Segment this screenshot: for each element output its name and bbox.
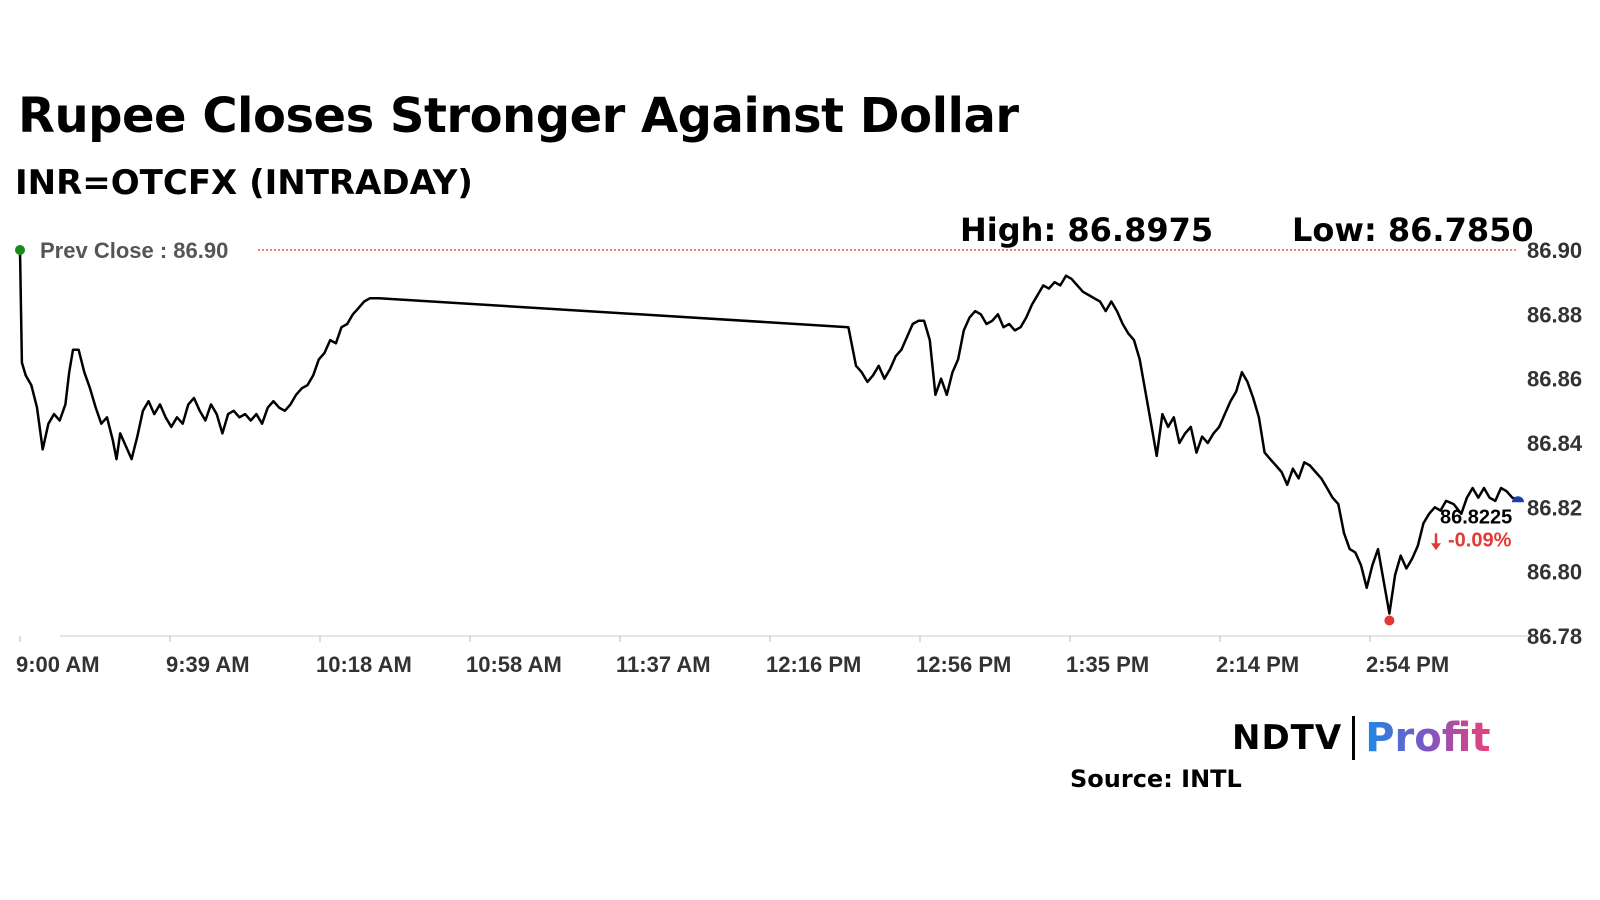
page-title: Rupee Closes Stronger Against Dollar <box>18 88 1019 144</box>
logo-profit: Profit <box>1365 715 1491 761</box>
x-tick-label: 2:54 PM <box>1366 652 1449 677</box>
logo-divider <box>1352 716 1356 760</box>
down-arrow-icon <box>1431 533 1441 551</box>
logo-ndtv: NDTV <box>1232 718 1343 758</box>
x-tick-label: 1:35 PM <box>1066 652 1149 677</box>
y-tick-label: 86.78 <box>1527 624 1582 649</box>
last-value-label: 86.8225 <box>1440 506 1512 528</box>
y-tick-label: 86.88 <box>1527 302 1582 327</box>
x-tick-label: 9:00 AM <box>16 652 100 677</box>
low-marker <box>1384 615 1395 626</box>
x-tick-label: 10:58 AM <box>466 652 562 677</box>
ndtv-profit-logo: NDTV Profit <box>1232 712 1490 764</box>
x-tick-label: 12:56 PM <box>916 652 1011 677</box>
price-series-line <box>18 249 1519 615</box>
x-tick-label: 11:37 AM <box>616 652 711 677</box>
x-tick-label: 2:14 PM <box>1216 652 1299 677</box>
change-label: -0.09% <box>1448 529 1512 551</box>
end-marker <box>1512 496 1524 503</box>
source-label: Source: INTL <box>1070 765 1242 793</box>
y-tick-label: 86.86 <box>1527 367 1582 392</box>
x-tick-label: 12:16 PM <box>766 652 861 677</box>
y-tick-label: 86.80 <box>1527 560 1582 585</box>
x-tick-label: 9:39 AM <box>166 652 250 677</box>
x-tick-label: 10:18 AM <box>316 652 412 677</box>
y-tick-label: 86.82 <box>1527 495 1582 520</box>
y-tick-label: 86.90 <box>1527 238 1582 263</box>
high-label: High: 86.8975 <box>960 211 1214 249</box>
prev-close-label: Prev Close : 86.90 <box>40 238 228 263</box>
y-tick-label: 86.84 <box>1527 431 1583 456</box>
page-subtitle: INR=OTCFX (INTRADAY) <box>15 163 473 203</box>
low-label: Low: 86.7850 <box>1292 211 1534 249</box>
start-marker <box>15 245 25 255</box>
